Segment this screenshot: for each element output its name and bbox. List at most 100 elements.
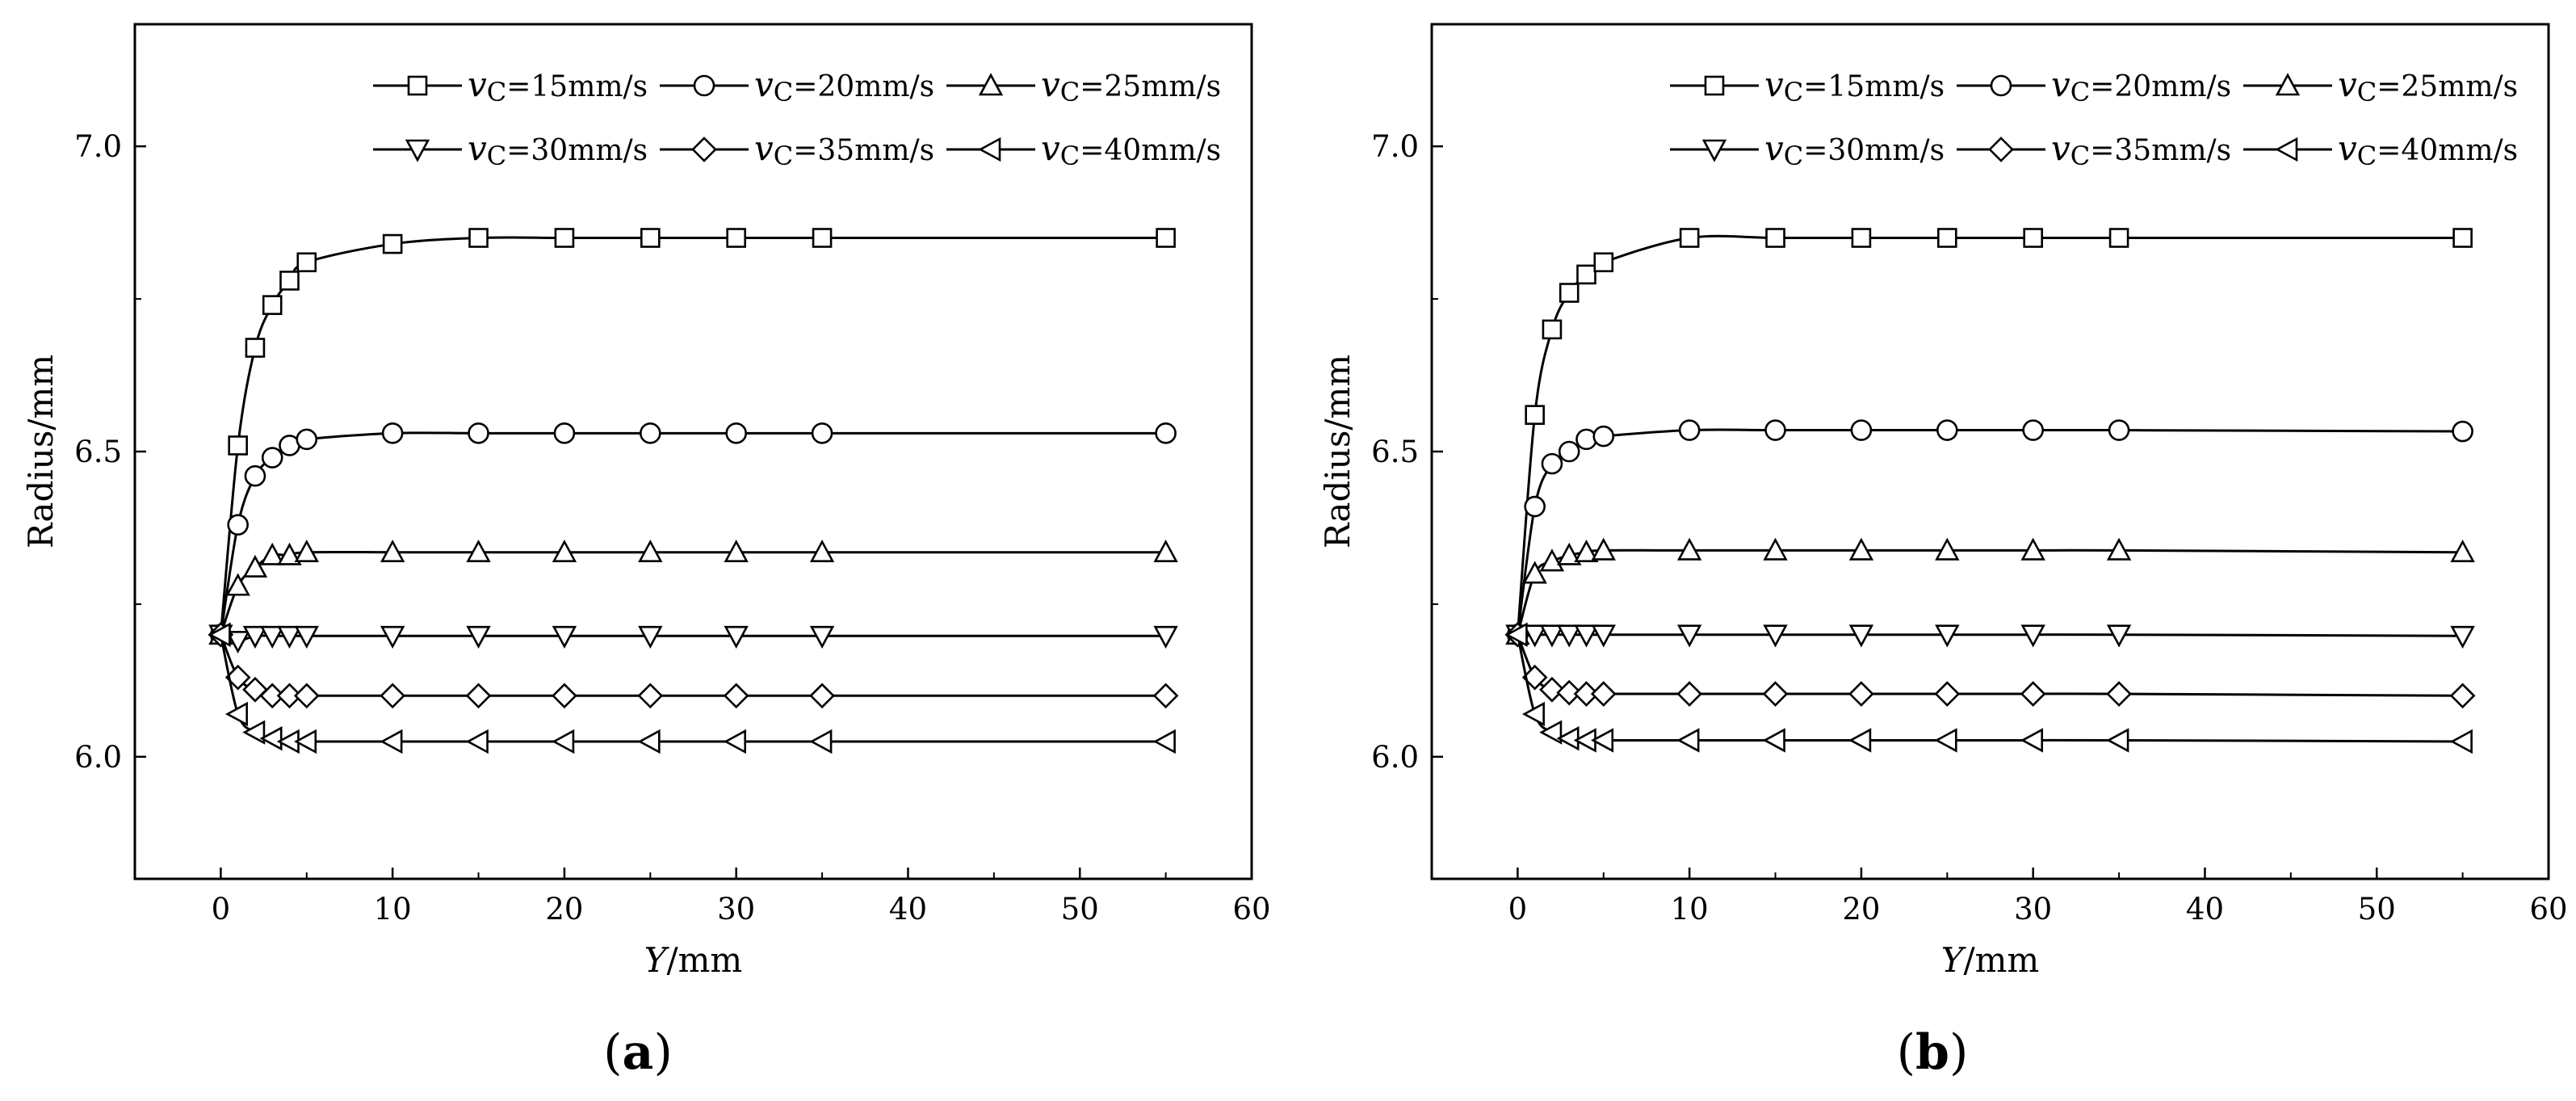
data-point xyxy=(809,539,835,562)
data-point xyxy=(638,539,663,562)
data-point xyxy=(1934,681,1961,707)
x-tick-label: 30 xyxy=(2014,892,2052,927)
legend-label: vC=20mm/s xyxy=(754,65,934,107)
data-point xyxy=(468,228,489,248)
data-point xyxy=(276,683,303,709)
legend-label-sub: C xyxy=(1060,77,1080,107)
legend-label-var: v xyxy=(468,128,487,168)
legend-item: vC=20mm/s xyxy=(1957,65,2231,107)
x-axis-title-unit: /mm xyxy=(666,940,742,980)
data-point xyxy=(1557,624,1582,648)
legend-item: vC=30mm/s xyxy=(1670,128,1945,171)
legend-label-rest: =35mm/s xyxy=(2090,134,2231,167)
x-tick-label: 50 xyxy=(2358,892,2396,927)
data-point xyxy=(1851,228,1872,248)
data-point xyxy=(811,422,833,444)
data-point xyxy=(554,228,575,248)
y-tick-label: 6.5 xyxy=(1371,435,1419,469)
legend-label-rest: =20mm/s xyxy=(2090,70,2231,103)
data-point xyxy=(1576,264,1596,285)
legend-item: vC=30mm/s xyxy=(373,128,648,171)
legend-item: vC=20mm/s xyxy=(660,65,934,107)
data-point xyxy=(1591,624,1616,648)
data-point xyxy=(1152,729,1176,754)
data-point xyxy=(812,228,833,248)
data-point xyxy=(1679,228,1700,248)
data-point xyxy=(1848,728,1872,753)
x-axis-title-var: Y xyxy=(1941,940,1967,980)
data-point xyxy=(296,252,317,273)
data-point xyxy=(725,422,747,444)
series-line xyxy=(1516,428,2463,635)
data-point xyxy=(296,428,318,451)
data-point xyxy=(1765,228,1785,248)
legend-label: vC=30mm/s xyxy=(468,128,648,171)
data-point xyxy=(1524,495,1546,518)
chart-panel-a: 0 10 20 30 40 50 606.06.57.0Y/mmRadius/mmvC=15… xyxy=(21,23,1271,1081)
legend-label-rest: =30mm/s xyxy=(1803,134,1945,167)
panel-label-open: ( xyxy=(1897,1024,1915,1081)
data-point xyxy=(259,683,286,709)
legend-label-rest: =15mm/s xyxy=(1803,70,1945,103)
data-point xyxy=(262,295,283,315)
legend-label-sub: C xyxy=(1784,77,1803,107)
data-point xyxy=(1575,428,1597,451)
legend-label-sub: C xyxy=(2357,141,2377,171)
data-point xyxy=(2449,683,2476,709)
panel-label-letter: a xyxy=(623,1024,654,1081)
data-point xyxy=(224,664,251,691)
x-axis-title: Y/mm xyxy=(644,940,743,980)
data-point xyxy=(552,625,577,649)
legend-label: vC=30mm/s xyxy=(1764,128,1945,171)
data-point xyxy=(2450,539,2475,562)
series-line xyxy=(219,550,1166,636)
legend-marker xyxy=(2275,73,2301,96)
data-point xyxy=(1848,681,1874,707)
legend-marker xyxy=(978,137,1001,162)
data-point xyxy=(724,539,749,562)
y-axis-title: Radius/mm xyxy=(21,355,61,548)
series-line xyxy=(1516,548,2463,636)
legend-item: vC=35mm/s xyxy=(1957,128,2231,171)
data-point xyxy=(640,228,661,248)
data-point xyxy=(380,539,405,562)
data-point xyxy=(1591,728,1614,753)
data-point xyxy=(1676,537,1702,561)
data-point xyxy=(1573,681,1600,707)
data-point xyxy=(1762,728,1785,753)
series-line xyxy=(1516,634,2463,743)
series-line xyxy=(1516,634,2463,697)
panel-label-letter: b xyxy=(1915,1024,1949,1081)
x-tick-label: 30 xyxy=(717,892,755,927)
legend-label-var: v xyxy=(754,65,774,104)
x-tick-label: 20 xyxy=(1842,892,1880,927)
legend-marker xyxy=(407,75,428,96)
data-point xyxy=(2452,228,2473,248)
x-tick-label: 0 xyxy=(212,892,231,927)
data-point xyxy=(380,729,403,754)
legend-label: vC=35mm/s xyxy=(2051,128,2231,171)
y-tick-label: 6.0 xyxy=(1371,740,1419,775)
legend-item: vC=40mm/s xyxy=(2243,128,2518,171)
data-point xyxy=(1556,679,1583,706)
legend-item: vC=25mm/s xyxy=(946,65,1221,107)
data-point xyxy=(809,729,833,754)
data-point xyxy=(1155,422,1177,444)
legend-label-sub: C xyxy=(774,141,793,171)
data-point xyxy=(2020,624,2045,648)
data-point xyxy=(1934,728,1957,753)
legend-label-sub: C xyxy=(2070,77,2090,107)
data-point xyxy=(1763,537,1788,561)
legend-item: vC=35mm/s xyxy=(660,128,934,171)
data-point xyxy=(1539,720,1563,745)
data-point xyxy=(1592,425,1615,448)
legend-label-var: v xyxy=(2051,65,2070,104)
legend-label-sub: C xyxy=(2357,77,2377,107)
data-point xyxy=(1539,548,1565,572)
legend-label-rest: =40mm/s xyxy=(2377,134,2518,167)
panel-label-close: ) xyxy=(653,1024,672,1081)
data-point xyxy=(553,422,576,444)
data-point xyxy=(552,683,577,709)
data-point xyxy=(1153,539,1178,562)
series-line xyxy=(219,634,1166,743)
